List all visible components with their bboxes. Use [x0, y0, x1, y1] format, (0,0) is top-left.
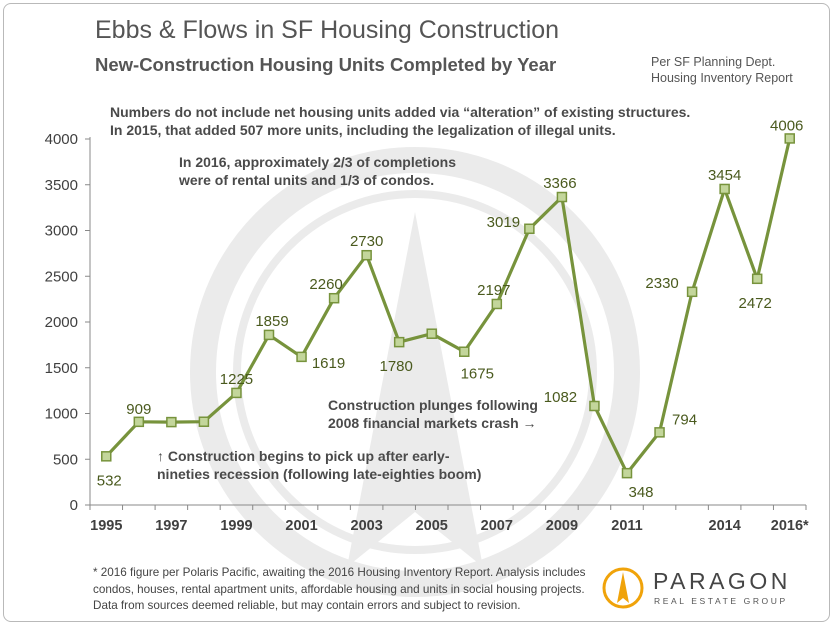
data-point-marker [719, 183, 730, 195]
rental-annotation: In 2016, approximately 2/3 of completion… [179, 153, 456, 189]
data-point-marker [361, 249, 372, 261]
data-label: 1859 [255, 313, 288, 330]
pickup-annotation: ↑ Construction begins to pick up after e… [157, 447, 481, 483]
data-label: 909 [126, 401, 151, 418]
paragon-logo-icon [602, 567, 644, 609]
alteration-line-2: In 2015, that added 507 more units, incl… [110, 122, 616, 138]
data-label: 2472 [738, 295, 771, 312]
x-tick-label: 1995 [90, 518, 122, 534]
logo-wordmark: PARAGON [653, 568, 791, 594]
data-point-marker [784, 133, 795, 144]
data-point-marker [231, 387, 242, 399]
x-tick-label: 2014 [709, 518, 741, 534]
y-tick-label: 0 [70, 497, 78, 514]
chart-title: Ebbs & Flows in SF Housing Construction [95, 16, 560, 44]
x-tick-label: 2001 [285, 518, 317, 534]
data-label: 1619 [312, 355, 345, 372]
x-tick-label: 1997 [155, 518, 187, 534]
x-tick-label: 2003 [351, 518, 383, 534]
x-tick-label: 2005 [416, 518, 448, 534]
y-tick-label: 2000 [45, 314, 78, 331]
data-point-marker [393, 336, 405, 348]
x-tick-label: 1999 [220, 518, 252, 534]
footer-line-3: Data from sources deemed reliable, but m… [93, 599, 521, 612]
y-tick-label: 1000 [45, 406, 78, 423]
data-point-marker [686, 286, 698, 298]
data-point-marker [654, 427, 665, 438]
data-point-marker [621, 467, 633, 479]
rental-line-2: were of rental units and 1/3 of condos. [179, 172, 435, 188]
rental-line-1: In 2016, approximately 2/3 of completion… [179, 154, 456, 170]
y-tick-label: 3500 [45, 177, 78, 194]
data-point-marker [328, 292, 340, 304]
data-label: 1675 [461, 366, 494, 383]
x-tick-label: 2009 [546, 518, 578, 534]
data-label: 2197 [477, 282, 510, 299]
data-label: 3019 [487, 214, 520, 231]
data-point-marker [133, 416, 145, 428]
source-line-2: Housing Inventory Report [651, 71, 793, 85]
data-point-marker [296, 351, 307, 363]
plunge-line-2: 2008 financial markets crash → [328, 415, 537, 431]
watermark-outer-ring [190, 147, 640, 597]
plunge-line-1: Construction plunges following [328, 397, 538, 413]
data-label: 3366 [543, 175, 576, 192]
data-label: 4006 [770, 117, 803, 134]
data-point-marker [491, 298, 503, 310]
alteration-line-1: Numbers do not include net housing units… [110, 104, 691, 120]
data-label: 2330 [645, 275, 678, 292]
data-point-marker [101, 451, 112, 462]
watermark-inner-ring [233, 190, 597, 554]
data-point-marker [751, 273, 763, 285]
pickup-line-1: ↑ Construction begins to pick up after e… [157, 448, 450, 464]
y-tick-label: 4000 [45, 131, 78, 148]
data-label: 3454 [708, 167, 741, 184]
chart-frame [3, 3, 830, 622]
watermark-logo-icon [347, 212, 483, 567]
y-tick-label: 1500 [45, 360, 78, 377]
data-label: 2260 [309, 276, 342, 293]
pickup-line-2: nineties recession (following late-eight… [157, 466, 482, 482]
data-point-marker [459, 346, 470, 357]
footer-note: * 2016 figure per Polaris Pacific, await… [93, 565, 585, 615]
data-label: 2730 [350, 233, 383, 250]
data-label: 348 [628, 484, 653, 501]
x-tick-label: 2007 [481, 518, 513, 534]
source-line-1: Per SF Planning Dept. [651, 55, 776, 69]
data-label: 1225 [220, 371, 253, 388]
data-point-marker [589, 400, 600, 412]
data-label: 1082 [544, 389, 577, 406]
y-tick-label: 2500 [45, 268, 78, 285]
data-label: 532 [97, 472, 122, 489]
y-tick-label: 500 [53, 451, 78, 468]
data-point-marker [524, 223, 535, 235]
data-label: 794 [672, 411, 697, 428]
data-point-marker [263, 329, 275, 341]
x-tick-label: 2016* [771, 518, 809, 534]
source-note: Per SF Planning Dept. Housing Inventory … [651, 54, 793, 86]
footer-line-2: condos, houses, rental apartment units, … [93, 582, 585, 596]
series-line [105, 138, 792, 475]
y-tick-label: 3000 [45, 223, 78, 240]
plunge-annotation: Construction plunges following 2008 fina… [328, 396, 538, 432]
data-point-marker [556, 191, 568, 203]
data-point-marker [198, 416, 210, 427]
logo-tagline: REAL ESTATE GROUP [654, 596, 788, 606]
data-point-marker [166, 416, 177, 428]
footer-line-1: * 2016 figure per Polaris Pacific, await… [93, 566, 586, 579]
x-tick-label: 2011 [611, 518, 642, 534]
data-label: 1780 [379, 358, 412, 375]
data-point-marker [426, 328, 437, 339]
chart-subtitle: New-Construction Housing Units Completed… [95, 54, 557, 75]
alteration-annotation: Numbers do not include net housing units… [110, 103, 690, 139]
